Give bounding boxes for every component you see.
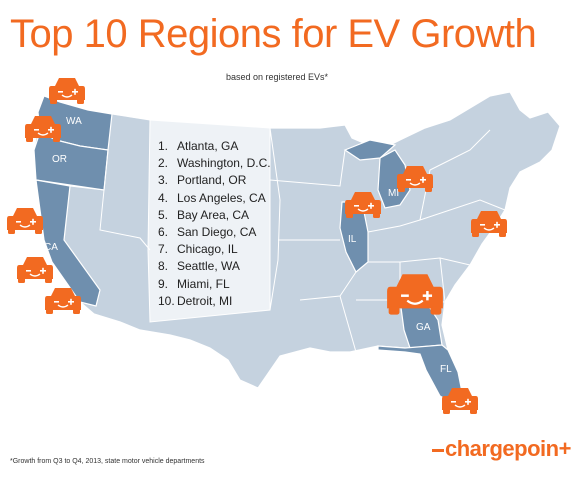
state-mi-upper (343, 139, 397, 161)
chargepoint-logo: chargepoin+ (432, 436, 571, 462)
ranking-list: 1. Atlanta, GA 2. Washington, D.C. 3. Portl… (158, 138, 271, 310)
state-label-wa: WA (66, 116, 82, 127)
ranking-item: 6. San Diego, CA (158, 225, 257, 240)
state-label-fl: FL (440, 364, 452, 375)
ev-car-icon (16, 256, 54, 284)
ranking-item: 5. Bay Area, CA (158, 207, 250, 222)
logo-dash (432, 448, 444, 452)
ranking-item: 2. Washington, D.C. (158, 156, 271, 171)
ranking-item: 4. Los Angeles, CA (158, 190, 266, 205)
ranking-item: 1. Atlanta, GA (158, 139, 239, 153)
state-label-or: OR (52, 154, 67, 165)
ev-car-icon (6, 207, 44, 235)
page-title: Top 10 Regions for EV Growth (10, 12, 537, 56)
ranking-item: 8. Seattle, WA (158, 259, 240, 274)
state-label-ca: CA (44, 242, 58, 253)
ranking-item: 10. Detroit, MI (158, 293, 233, 308)
state-label-mi: MI (388, 188, 399, 199)
ev-car-icon (48, 77, 86, 105)
footnote: *Growth from Q3 to Q4, 2013, state motor… (10, 458, 205, 465)
state-label-il: IL (348, 234, 357, 245)
list-panel (147, 119, 271, 323)
state-label-ga: GA (416, 322, 431, 333)
ranking-item: 7. Chicago, IL (158, 242, 238, 257)
state-mi (377, 149, 411, 209)
ranking-item: 3. Portland, OR (158, 173, 247, 188)
ranking-item: 9. Miami, FL (158, 276, 230, 291)
subtitle: based on registered EVs* (226, 72, 329, 82)
